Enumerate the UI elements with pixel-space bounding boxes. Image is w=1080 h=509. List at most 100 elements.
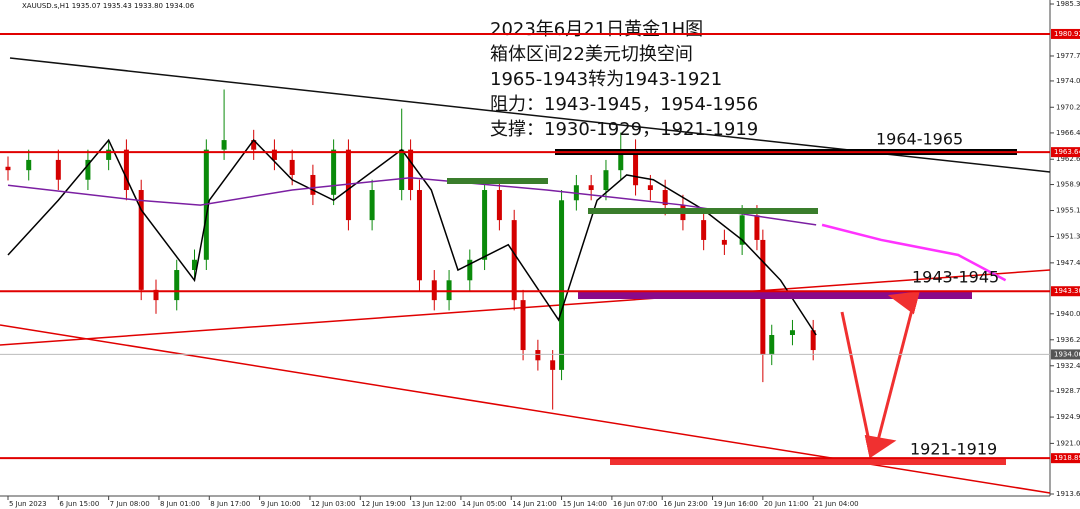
candle-body [55,159,61,180]
level-label-box [1051,286,1080,297]
y-tick-label: 1928.70 [1056,387,1080,395]
x-tick-label: 16 Jun 07:00 [613,500,657,508]
level-label-box [1051,147,1080,158]
candle-body [511,220,517,301]
level-label-box [1051,28,1080,39]
candle-body [5,166,11,171]
x-tick-label: 21 Jun 04:00 [814,500,858,508]
y-tick-label: 1974.05 [1056,77,1080,85]
zone-label: 1921-1919 [910,440,997,459]
candle-body [399,149,405,191]
level-label: 1963.64 [1054,148,1080,156]
plot-background [0,0,1050,496]
candle-body [191,259,197,271]
zone-label: 1964-1965 [876,130,963,149]
x-tick-label: 14 Jun 21:00 [512,500,556,508]
x-tick-label: 6 Jun 15:00 [59,500,99,508]
y-tick-label: 1940.00 [1056,310,1080,318]
x-tick-label: 7 Jun 08:00 [110,500,150,508]
candle-body [789,330,795,335]
x-tick-label: 14 Jun 05:00 [462,500,506,508]
zone-label: 1943-1945 [912,268,999,287]
y-tick-label: 1985.30 [1056,0,1080,8]
zone-bar [588,208,818,214]
candle-body [662,190,668,206]
y-tick-label: 1962.60 [1056,155,1080,163]
candle-body [106,149,112,160]
title-line: 支撑：1930-1929，1921-1919 [490,119,758,140]
level-label-box [1051,453,1080,464]
candle-body [26,159,32,171]
moving-average [821,223,1007,282]
candle-body [271,149,277,160]
candle-body [769,334,775,355]
candle-body [446,280,452,301]
candle-body [739,215,745,245]
x-tick-label: 19 Jun 16:00 [714,500,758,508]
candle-body [153,289,159,301]
candle-body [138,190,144,290]
y-tick-label: 1947.45 [1056,259,1080,267]
level-label: 1934.06 [1054,350,1080,358]
y-tick-label: 1936.20 [1056,336,1080,344]
marks [5,89,1007,410]
arrow [873,291,920,453]
candle-body [550,360,556,370]
level-label: 1943.30 [1054,287,1080,295]
candle-body [559,200,565,370]
y-tick-label: 1958.90 [1056,181,1080,189]
x-tick-label: 12 Jun 03:00 [311,500,355,508]
candle-body [431,280,437,301]
x-tick-label: 8 Jun 17:00 [210,500,250,508]
x-tick-label: 20 Jun 11:00 [764,500,808,508]
x-tick-label: 8 Jun 01:00 [160,500,200,508]
zone-bar [610,458,1006,465]
plot-area [0,0,1051,497]
x-tick-label: 13 Jun 12:00 [412,500,456,508]
candle-body [289,159,295,175]
y-tick-label: 1951.30 [1056,233,1080,241]
symbol-header: XAUUSD.s,H1 1935.07 1935.43 1933.80 1934… [22,2,195,10]
title-line: 阻力：1943-1945，1954-1956 [490,94,758,115]
x-tick-label: 15 Jun 14:00 [563,500,607,508]
title-line: 箱体区间22美元切换空间 [490,44,693,65]
moving-average [7,176,817,226]
y-tick-label: 1966.45 [1056,129,1080,137]
candle-body [520,300,526,351]
title-line: 1965-1943转为1943-1921 [490,69,722,90]
x-tick-label: 16 Jun 23:00 [663,500,707,508]
candle-body [174,270,180,301]
candle-body [310,174,316,195]
y-tick-label: 1932.40 [1056,362,1080,370]
level-label: 1980.92 [1054,30,1080,38]
y-tick-label: 1924.90 [1056,413,1080,421]
candle-body [588,185,594,191]
candle-body [701,220,707,240]
x-tick-label: 9 Jun 10:00 [261,500,301,508]
y-tick-label: 1970.20 [1056,103,1080,111]
y-tick-label: 1913.65 [1056,490,1080,498]
candle-body [408,149,414,191]
candle-body [416,190,422,281]
x-tick-label: 5 Jun 2023 [9,500,47,508]
moving-average [7,138,817,336]
level-label-box [1051,349,1080,360]
candle-body [810,330,816,351]
x-tick-label: 12 Jun 19:00 [361,500,405,508]
candle-body [618,149,624,171]
y-tick-label: 1955.10 [1056,207,1080,215]
candle-body [482,190,488,260]
candle-body [467,259,473,281]
candle-body [535,350,541,361]
candle-body [85,159,91,180]
candle-body [754,215,760,240]
candle-body [721,239,727,245]
arrow [840,311,897,459]
title-line: 2023年6月21日黄金1H图 [490,19,703,40]
candle-body [123,149,129,191]
candle-body [221,140,227,150]
level-label: 1918.89 [1054,454,1080,462]
zone-bar [447,178,548,184]
candle-body [331,149,337,195]
